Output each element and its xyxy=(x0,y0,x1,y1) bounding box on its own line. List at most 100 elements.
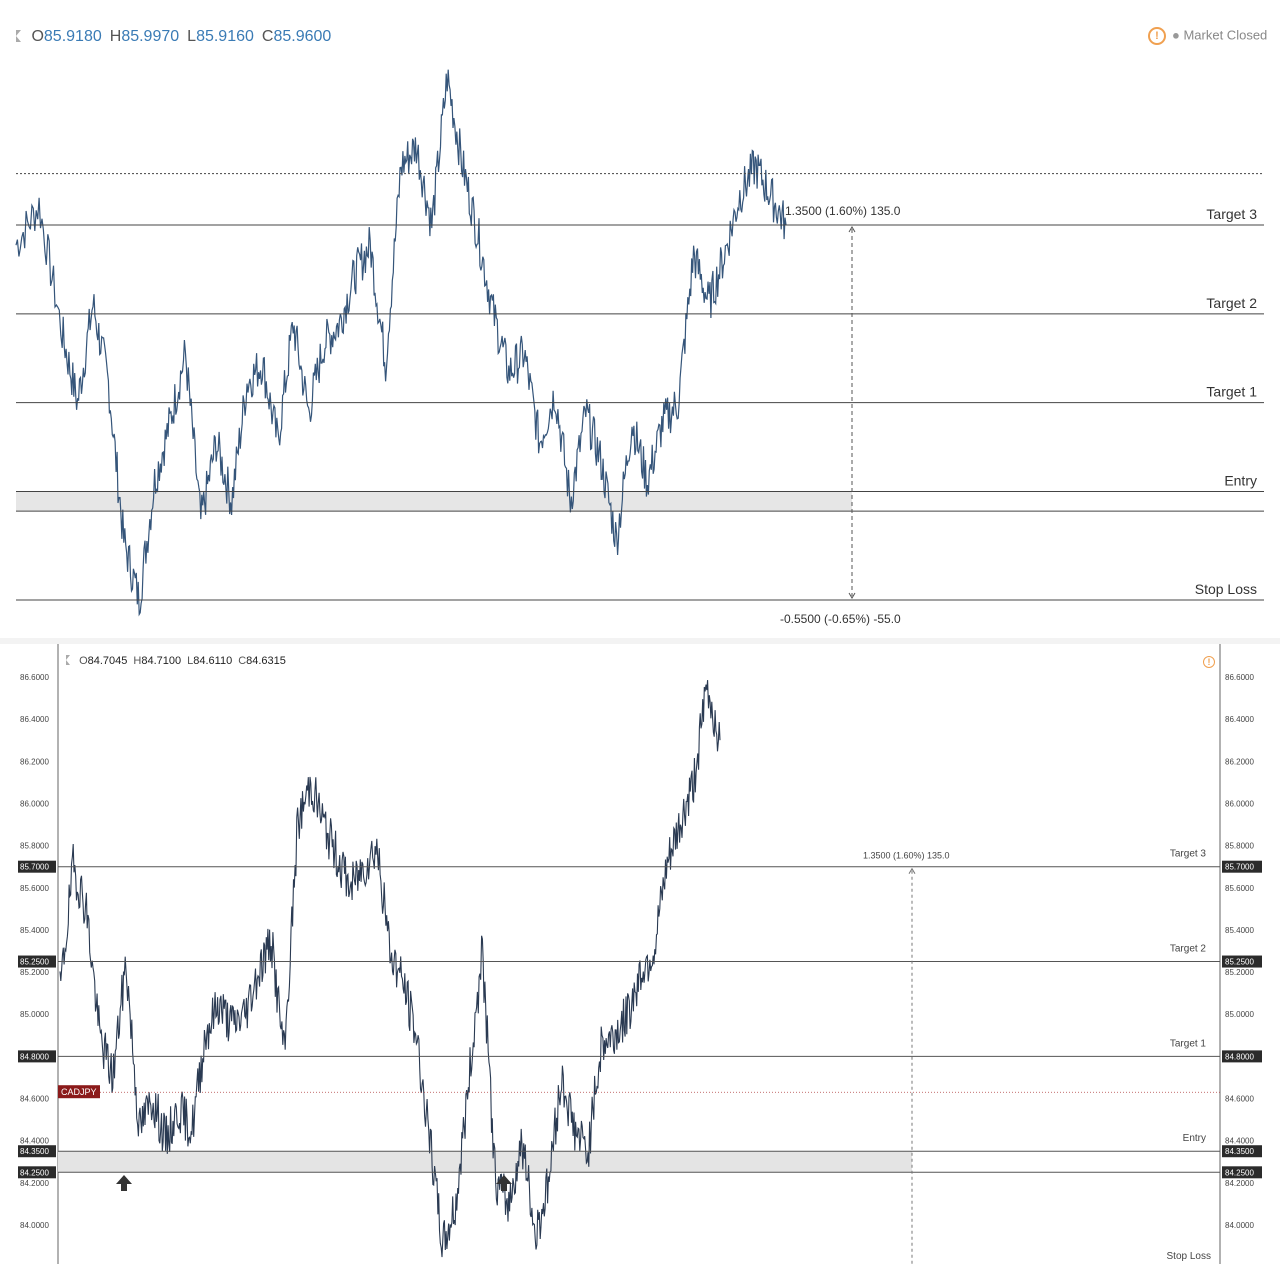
price-tag-right xyxy=(1222,955,1262,968)
ohlc-h-value: 84.7100 xyxy=(141,655,182,667)
y-tick-right: 84.6000 xyxy=(1225,1095,1254,1104)
level-label-entry: Entry xyxy=(1183,1133,1206,1144)
price-tag-right xyxy=(1222,1050,1262,1063)
price-tag-left-label: 85.7000 xyxy=(20,863,49,872)
y-tick-left: 85.4000 xyxy=(20,926,49,935)
ohlc-c-value: 85.9600 xyxy=(273,28,332,45)
level-label-target-2: Target 2 xyxy=(1170,944,1207,955)
bottom-chart-canvas[interactable]: 86.6000 86.6000 86.4000 86.4000 86.2000 86.20… xyxy=(0,644,1280,1280)
y-tick-left: 85.6000 xyxy=(20,884,49,893)
price-series-line xyxy=(15,69,787,617)
ohlc-o-value: 85.9180 xyxy=(43,28,102,45)
y-tick-left: 84.2000 xyxy=(20,1179,49,1188)
y-tick-left: 84.0000 xyxy=(20,1221,49,1230)
level-label-target-3: Target 3 xyxy=(1170,849,1207,860)
price-series-line xyxy=(59,680,721,1258)
y-tick-right: 85.8000 xyxy=(1225,842,1254,851)
y-tick-right: 86.4000 xyxy=(1225,715,1254,724)
ohlc-l-value: 85.9160 xyxy=(196,28,254,45)
measure-profit-label: 1.3500 (1.60%) 135.0 xyxy=(785,204,901,218)
price-tag-left xyxy=(18,1050,56,1063)
top-chart-panel: O85.9180 H85.9970 L85.9160 C85.9600 ! ● Mark… xyxy=(0,0,1280,640)
y-tick-left: 85.0000 xyxy=(20,1010,49,1019)
arrow-up-icon xyxy=(848,226,856,233)
level-label-stop-loss: Stop Loss xyxy=(1195,581,1257,597)
level-label-target-1: Target 1 xyxy=(1206,384,1257,400)
ohlc-h-value: 85.9970 xyxy=(121,28,180,45)
arrow-up-icon xyxy=(908,867,916,874)
y-tick-left: 86.4000 xyxy=(20,715,49,724)
ohlc-legend: O84.7045 H84.7100 L84.6110 C84.6315 xyxy=(66,655,292,667)
level-label-target-3: Target 3 xyxy=(1206,206,1257,222)
price-tag-right-label: 84.3500 xyxy=(1225,1147,1254,1156)
ohlc-l-label: L xyxy=(187,655,194,667)
y-tick-right: 85.6000 xyxy=(1225,884,1254,893)
symbol-label: CADJPY xyxy=(61,1087,97,1097)
y-tick-right: 85.2000 xyxy=(1225,968,1254,977)
y-tick-left: 85.2000 xyxy=(20,968,49,977)
ohlc-c-label: C xyxy=(261,28,274,45)
bounce-arrow-up-icon xyxy=(116,1175,132,1191)
y-tick-right: 86.6000 xyxy=(1225,673,1254,682)
ohlc-legend: O85.9180 H85.9970 L85.9160 C85.9600 xyxy=(16,28,339,46)
y-tick-left: 86.0000 xyxy=(20,799,49,808)
top-chart-canvas[interactable]: Target 3 Target 2 Target 1 Entry Stop Loss 1.… xyxy=(0,0,1280,640)
level-label-target-2: Target 2 xyxy=(1206,295,1257,311)
price-tag-left xyxy=(18,1145,56,1158)
price-tag-right xyxy=(1222,1145,1262,1158)
y-tick-left: 86.2000 xyxy=(20,757,49,766)
market-status-label: Market Closed xyxy=(1183,27,1268,43)
ohlc-l-label: L xyxy=(187,28,197,45)
y-tick-right: 84.4000 xyxy=(1225,1137,1254,1146)
y-tick-right: 85.0000 xyxy=(1225,1010,1254,1019)
price-tag-left-label: 85.2500 xyxy=(20,958,49,967)
bottom-chart-panel: O84.7045 H84.7100 L84.6110 C84.6315 ! 86.60… xyxy=(0,644,1280,1280)
measure-loss-label: -0.5500 (-0.65%) -55.0 xyxy=(780,612,901,626)
bounce-arrow-up-icon xyxy=(496,1175,512,1191)
y-tick-left: 86.6000 xyxy=(20,673,49,682)
entry-zone xyxy=(58,1151,912,1173)
price-tag-right-label: 84.2500 xyxy=(1225,1168,1254,1177)
level-label-stop-loss: Stop Loss xyxy=(1167,1251,1211,1262)
ohlc-h-label: H xyxy=(109,28,122,45)
ohlc-c-value: 84.6315 xyxy=(246,655,286,667)
ohlc-o-label: O xyxy=(31,28,44,45)
y-tick-right: 85.4000 xyxy=(1225,926,1254,935)
level-label-entry: Entry xyxy=(1224,472,1257,488)
ohlc-l-value: 84.6110 xyxy=(193,655,233,667)
price-tag-left-label: 84.3500 xyxy=(20,1147,49,1156)
price-tag-left-label: 84.8000 xyxy=(20,1052,49,1061)
y-tick-right: 84.0000 xyxy=(1225,1221,1254,1230)
ohlc-h-label: H xyxy=(133,655,142,667)
y-tick-left: 84.4000 xyxy=(20,1137,49,1146)
measure-profit-label: 1.3500 (1.60%) 135.0 xyxy=(863,851,950,861)
market-status: ! ● Market Closed xyxy=(1148,27,1267,45)
flag-icon xyxy=(66,655,70,665)
price-tag-right xyxy=(1222,860,1262,873)
y-tick-left: 85.8000 xyxy=(20,842,49,851)
entry-zone xyxy=(16,491,852,512)
arrow-down-icon xyxy=(848,592,856,599)
ohlc-o-value: 84.7045 xyxy=(87,655,128,667)
price-tag-left xyxy=(18,955,56,968)
ohlc-o-label: O xyxy=(79,655,88,667)
level-label-target-1: Target 1 xyxy=(1170,1038,1207,1049)
price-tag-left-label: 84.2500 xyxy=(20,1168,49,1177)
price-tag-right xyxy=(1222,1166,1262,1179)
y-tick-right: 86.2000 xyxy=(1225,757,1254,766)
price-tag-right-label: 85.7000 xyxy=(1225,863,1254,872)
warning-icon[interactable]: ! xyxy=(1203,655,1215,668)
price-tag-left xyxy=(18,860,56,873)
panel-divider xyxy=(0,638,1280,644)
symbol-tag xyxy=(58,1085,100,1099)
price-tag-right-label: 84.8000 xyxy=(1225,1052,1254,1061)
ohlc-c-label: C xyxy=(238,655,247,667)
price-tag-left xyxy=(18,1166,56,1179)
market-status: ! xyxy=(1203,653,1221,668)
flag-icon xyxy=(16,30,21,42)
y-tick-right: 84.2000 xyxy=(1225,1179,1254,1188)
y-tick-left: 84.6000 xyxy=(20,1095,49,1104)
y-tick-right: 86.0000 xyxy=(1225,799,1254,808)
warning-icon[interactable]: ! xyxy=(1148,27,1166,45)
price-tag-right-label: 85.2500 xyxy=(1225,958,1254,967)
